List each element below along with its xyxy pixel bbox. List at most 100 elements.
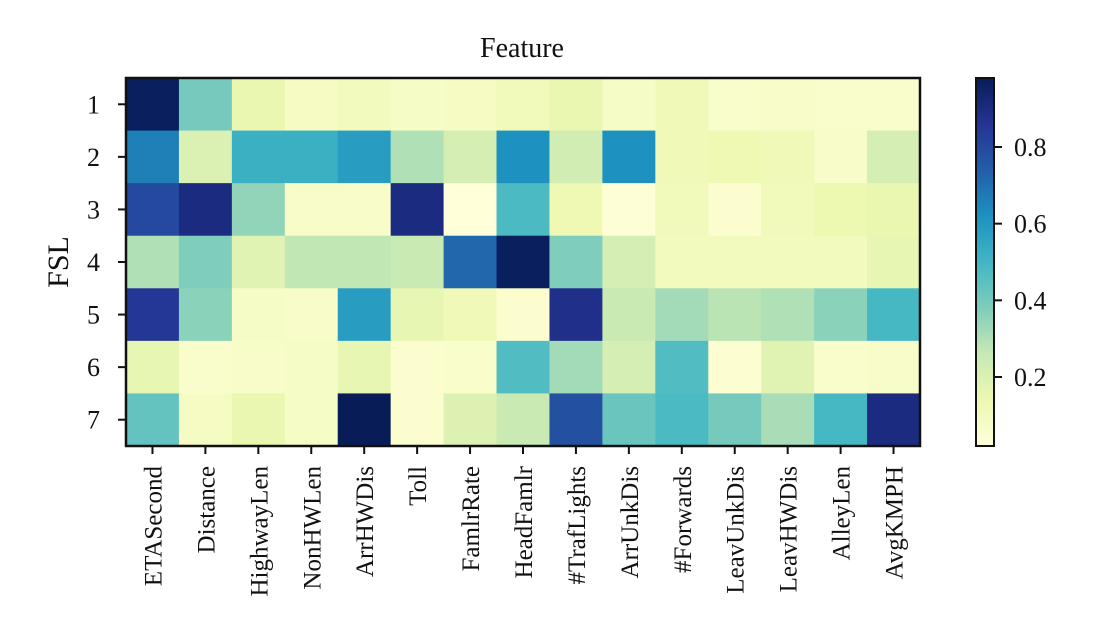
heatmap-cell	[549, 235, 603, 289]
x-tick-label: LeavHWDis	[776, 466, 803, 592]
heatmap-cell	[761, 78, 815, 132]
heatmap-cell	[231, 130, 286, 184]
heatmap-cell	[337, 130, 392, 184]
heatmap-cell	[655, 288, 709, 342]
heatmap-cell	[867, 130, 921, 184]
heatmap-cell	[867, 340, 921, 394]
x-tick-label: ETASecond	[140, 466, 167, 587]
heatmap-cell	[390, 288, 445, 342]
heatmap-cell	[655, 183, 709, 237]
heatmap-cell	[443, 235, 498, 289]
heatmap-cell	[126, 130, 180, 184]
heatmap-cell	[284, 393, 339, 447]
heatmap-cell	[761, 340, 815, 394]
heatmap-cell	[708, 78, 762, 132]
heatmap-cell	[337, 183, 392, 237]
heatmap-cell	[761, 288, 815, 342]
x-tick-label: #TrafLights	[564, 466, 591, 585]
heatmap-cell	[549, 183, 603, 237]
heatmap-cell	[867, 78, 921, 132]
heatmap-cell	[708, 235, 762, 289]
heatmap-cell	[708, 183, 762, 237]
heatmap-cell	[178, 183, 233, 237]
y-tick-label: 6	[87, 353, 100, 382]
colorbar	[975, 77, 995, 447]
heatmap-cell	[655, 235, 709, 289]
heatmap-cell	[126, 340, 180, 394]
heatmap-cell	[178, 393, 233, 447]
heatmap-cell	[284, 288, 339, 342]
heatmap-cell	[708, 130, 762, 184]
heatmap-cell	[496, 393, 550, 447]
x-tick-label: ArrHWDis	[352, 466, 379, 577]
heatmap-cell	[602, 393, 656, 447]
heatmap-cell	[814, 130, 868, 184]
y-tick-label: 2	[87, 143, 100, 172]
heatmap-cell	[178, 288, 233, 342]
heatmap-cell	[549, 340, 603, 394]
heatmap-cell	[390, 235, 445, 289]
heatmap-cell	[337, 340, 392, 394]
x-tick-label: NonHWLen	[299, 466, 326, 590]
x-tick-label: Distance	[193, 466, 220, 553]
y-tick-label: 5	[87, 301, 100, 330]
heatmap-cell	[602, 78, 656, 132]
x-tick-label: AvgKMPH	[882, 466, 909, 579]
heatmap-cell	[655, 78, 709, 132]
x-tick-label: #Forwards	[670, 466, 697, 573]
heatmap-cell	[178, 235, 233, 289]
heatmap-cell	[708, 340, 762, 394]
y-ticks: 1 2 3 4 5 6 7	[87, 90, 126, 435]
heatmap-cell	[337, 288, 392, 342]
heatmap-cell	[126, 393, 180, 447]
heatmap-cell	[231, 288, 286, 342]
x-tick-label: LeavUnkDis	[723, 466, 750, 594]
heatmap-cell	[549, 130, 603, 184]
colorbar-tick-label: 0.8	[1014, 133, 1047, 162]
colorbar-tick-label: 0.6	[1014, 210, 1047, 239]
heatmap-cell	[602, 288, 656, 342]
heatmap-cell	[761, 183, 815, 237]
heatmap-cell	[602, 235, 656, 289]
heatmap-cell	[178, 340, 233, 394]
heatmap-cell	[126, 183, 180, 237]
heatmap-cell	[443, 183, 498, 237]
heatmap-cell	[814, 78, 868, 132]
heatmap-cell	[655, 130, 709, 184]
heatmap-cell	[867, 288, 921, 342]
heatmap-cell	[708, 288, 762, 342]
heatmap-cell	[496, 235, 550, 289]
heatmap-cell	[496, 78, 550, 132]
y-tick-label: 4	[87, 248, 100, 277]
chart-title: Feature	[480, 33, 564, 64]
heatmap-cell	[761, 130, 815, 184]
heatmap-cell	[761, 393, 815, 447]
heatmap-cell	[867, 183, 921, 237]
heatmap-cell	[443, 130, 498, 184]
x-tick-label: FamlrRate	[458, 466, 485, 572]
heatmap-cell	[496, 130, 550, 184]
colorbar-tick-label: 0.2	[1014, 363, 1047, 392]
heatmap-cell	[867, 235, 921, 289]
heatmap-cell	[231, 340, 286, 394]
x-tick-label: AlleyLen	[829, 466, 856, 561]
heatmap-cell	[337, 78, 392, 132]
heatmap-cell	[337, 393, 392, 447]
x-tick-label: Toll	[405, 466, 432, 506]
heatmap-cell	[231, 235, 286, 289]
heatmap-cell	[284, 235, 339, 289]
heatmap-cell	[549, 78, 603, 132]
heatmap-cell	[126, 235, 180, 289]
heatmap-cells	[126, 78, 921, 447]
y-tick-label: 1	[87, 90, 100, 119]
x-tick-label: ArrUnkDis	[617, 466, 644, 579]
heatmap-cell	[867, 393, 921, 447]
heatmap-cell	[602, 183, 656, 237]
heatmap-cell	[814, 393, 868, 447]
heatmap-cell	[337, 235, 392, 289]
heatmap-cell	[390, 340, 445, 394]
heatmap-cell	[602, 130, 656, 184]
heatmap-cell	[655, 393, 709, 447]
heatmap-cell	[231, 78, 286, 132]
